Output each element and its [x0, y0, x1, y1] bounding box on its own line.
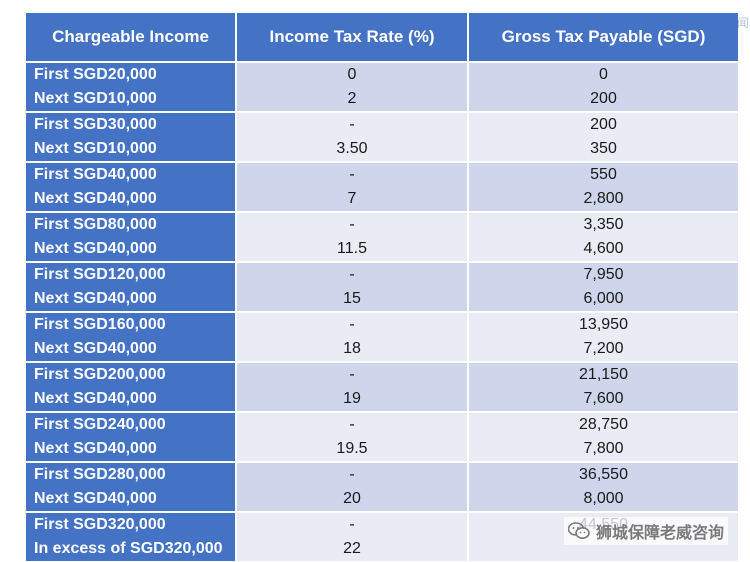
table-row: Next SGD40,000 11.5 4,600	[26, 237, 738, 262]
table-row: First SGD40,000-550	[26, 161, 738, 187]
table-row: First SGD200,000-21,150	[26, 361, 738, 387]
rate-cell: -	[236, 161, 469, 187]
tax-cell: 0	[468, 61, 738, 87]
tax-cell: 21,150	[468, 361, 738, 387]
table-row: First SGD30,000-200	[26, 111, 738, 137]
income-cell: First SGD200,000	[26, 361, 237, 387]
table-row: First SGD280,000-36,550	[26, 461, 738, 487]
tax-cell: 8,000	[468, 487, 738, 512]
rate-cell: -	[236, 211, 469, 237]
income-cell: First SGD20,000	[26, 61, 237, 87]
tax-cell: 2,800	[468, 187, 738, 212]
rate-cell: 2	[236, 87, 469, 112]
income-cell: Next SGD40,000	[26, 487, 237, 512]
income-cell: Next SGD40,000	[26, 237, 237, 262]
table-row: First SGD80,000-3,350	[26, 211, 738, 237]
rate-cell: 18	[236, 337, 469, 362]
rate-cell: 20	[236, 487, 469, 512]
table-row: In excess of SGD320,000 22	[26, 537, 738, 561]
income-cell: First SGD30,000	[26, 111, 237, 137]
rate-cell: 7	[236, 187, 469, 212]
rate-cell: 3.50	[236, 137, 469, 162]
table-row: Next SGD40,000 19.5 7,800	[26, 437, 738, 462]
tax-cell: 36,550	[468, 461, 738, 487]
tax-cell: 7,950	[468, 261, 738, 287]
income-cell: First SGD80,000	[26, 211, 237, 237]
watermark-account-name: 狮城保障老威咨询	[595, 525, 724, 542]
rate-cell: -	[236, 261, 469, 287]
table-row: Next SGD40,000 19 7,600	[26, 387, 738, 412]
tax-cell: 7,200	[468, 337, 738, 362]
tax-cell: 7,800	[468, 437, 738, 462]
header-gross-tax: Gross Tax Payable (SGD)	[468, 13, 738, 62]
wechat-icon	[567, 522, 590, 540]
tax-cell: 200	[468, 87, 738, 112]
tax-table-container: Chargeable Income Income Tax Rate (%) Gr…	[26, 13, 738, 561]
table-row: Next SGD40,000 7 2,800	[26, 187, 738, 212]
income-cell: Next SGD10,000	[26, 137, 237, 162]
rate-cell: 22	[236, 537, 469, 561]
header-chargeable-income: Chargeable Income	[26, 13, 237, 62]
table-row: First SGD120,000-7,950	[26, 261, 738, 287]
tax-table: Chargeable Income Income Tax Rate (%) Gr…	[26, 13, 738, 561]
rate-cell: 11.5	[236, 237, 469, 262]
income-cell: Next SGD40,000	[26, 437, 237, 462]
income-cell: First SGD120,000	[26, 261, 237, 287]
income-cell: First SGD40,000	[26, 161, 237, 187]
tax-cell: 550	[468, 161, 738, 187]
header-row: Chargeable Income Income Tax Rate (%) Gr…	[26, 13, 738, 62]
income-cell: First SGD240,000	[26, 411, 237, 437]
tax-cell: 350	[468, 137, 738, 162]
table-body: First SGD20,000 0 0 Next SGD10,000 2 200 First…	[26, 61, 738, 561]
income-cell: Next SGD40,000	[26, 187, 237, 212]
header-tax-rate: Income Tax Rate (%)	[236, 13, 469, 62]
tax-cell: 28,750	[468, 411, 738, 437]
income-cell: In excess of SGD320,000	[26, 537, 237, 561]
table-row: Next SGD40,000 20 8,000	[26, 487, 738, 512]
table-row: Next SGD40,000 15 6,000	[26, 287, 738, 312]
table-row: First SGD20,000 0 0	[26, 61, 738, 87]
tax-cell: 200	[468, 111, 738, 137]
income-cell: First SGD280,000	[26, 461, 237, 487]
table-row: Next SGD10,000 3.50 350	[26, 137, 738, 162]
tax-cell: 3,350	[468, 211, 738, 237]
rate-cell: -	[236, 461, 469, 487]
income-cell: First SGD320,000	[26, 511, 237, 537]
income-cell: First SGD160,000	[26, 311, 237, 337]
tax-cell: 6,000	[468, 287, 738, 312]
income-cell: Next SGD40,000	[26, 387, 237, 412]
rate-cell: -	[236, 411, 469, 437]
table-row: First SGD240,000-28,750	[26, 411, 738, 437]
table-row: Next SGD40,000 18 7,200	[26, 337, 738, 362]
rate-cell: -	[236, 111, 469, 137]
rate-cell: -	[236, 361, 469, 387]
rate-cell: 15	[236, 287, 469, 312]
rate-cell: -	[236, 511, 469, 537]
income-cell: Next SGD40,000	[26, 337, 237, 362]
tax-cell: 13,950	[468, 311, 738, 337]
rate-cell: 19	[236, 387, 469, 412]
tax-cell: 4,600	[468, 237, 738, 262]
income-cell: Next SGD10,000	[26, 87, 237, 112]
table-row: Next SGD10,000 2 200	[26, 87, 738, 112]
watermark-account: 狮城保障老威咨询	[563, 517, 728, 545]
rate-cell: 19.5	[236, 437, 469, 462]
rate-cell: 0	[236, 61, 469, 87]
rate-cell: -	[236, 311, 469, 337]
table-row: First SGD160,000-13,950	[26, 311, 738, 337]
income-cell: Next SGD40,000	[26, 287, 237, 312]
tax-cell: 7,600	[468, 387, 738, 412]
